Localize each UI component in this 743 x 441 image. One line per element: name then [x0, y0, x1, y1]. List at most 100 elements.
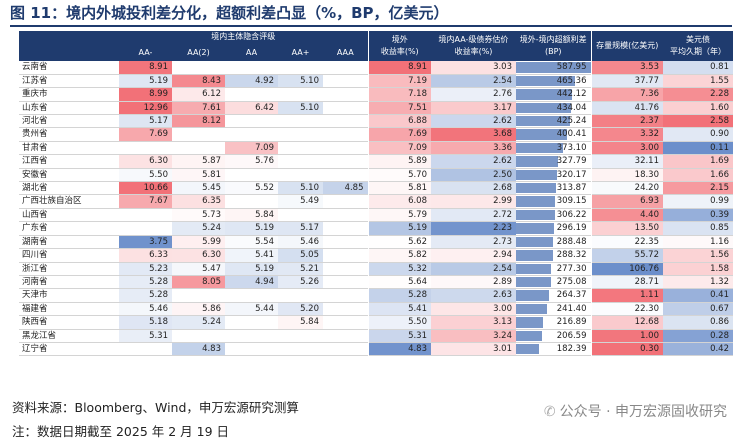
rating-yield-cell: [172, 141, 225, 155]
table-row: 贵州省 7.69 7.69 3.68 400.41 3.32 0.90: [19, 127, 733, 142]
offshore-yield-cell: 5.19: [367, 221, 431, 236]
duration-cell: 0.28: [663, 329, 733, 343]
figure-title: 图 11：境内外城投利差分化，超额利差凸显（%，BP，亿美元）: [10, 4, 449, 22]
outstanding-cell: 3.32: [590, 127, 663, 142]
onshore-yield-cell: 3.24: [431, 329, 516, 343]
duration-cell: 0.86: [663, 315, 733, 330]
rating-yield-cell: [119, 221, 172, 236]
spread-bar: [516, 330, 543, 341]
onshore-yield-cell: 3.01: [431, 342, 516, 356]
rating-yield-cell: 5.84: [278, 315, 323, 330]
rating-yield-cell: 5.87: [172, 154, 225, 169]
onshore-yield-cell: 3.13: [431, 315, 516, 330]
spread-value: 216.89: [556, 317, 587, 328]
rating-yield-cell: [323, 87, 368, 102]
outstanding-cell: 2.37: [590, 114, 663, 128]
rating-yield-cell: 5.84: [225, 208, 278, 222]
rating-yield-cell: [323, 315, 368, 330]
rating-yield-cell: [172, 61, 225, 75]
spread-bar: [516, 223, 554, 234]
offshore-yield-cell: 8.91: [367, 61, 431, 75]
offshore-yield-cell: 5.50: [367, 315, 431, 330]
rating-yield-cell: [323, 342, 368, 356]
province-name: 河南省: [22, 276, 48, 287]
rating-yield-cell: 5.28: [119, 275, 172, 289]
spread-value: 275.08: [556, 276, 587, 287]
rating-yield-cell: 5.52: [225, 181, 278, 195]
province-name: 江苏省: [22, 75, 48, 86]
rating-yield-cell: [323, 61, 368, 75]
province-name: 山西省: [22, 209, 48, 220]
onshore-yield-cell: 2.54: [431, 74, 516, 88]
source-note: 资料来源：Bloomberg、Wind，申万宏源研究测算: [12, 400, 299, 415]
table-row: 江苏省 5.19 8.43 4.92 5.10 7.19 2.54 465.36 37.77 1.…: [19, 74, 733, 88]
rating-yield-cell: 5.50: [119, 168, 172, 182]
spread-bar: [516, 75, 575, 87]
excess-spread-cell: 400.41: [516, 128, 591, 141]
table-row: 安徽省 5.50 5.81 5.70 2.50 320.17 18.30 1.66: [19, 168, 733, 182]
rating-yield-cell: 5.24: [172, 221, 225, 236]
rating-yield-cell: 5.47: [172, 262, 225, 276]
rating-yield-cell: [278, 114, 323, 128]
rating-yield-cell: 8.43: [172, 74, 225, 88]
offshore-yield-cell: 5.81: [367, 181, 431, 195]
rating-yield-cell: [278, 168, 323, 182]
offshore-yield-cell: 5.70: [367, 168, 431, 182]
province-name: 山东省: [22, 102, 48, 113]
rating-yield-cell: [278, 141, 323, 155]
rating-yield-cell: [278, 61, 323, 75]
rating-yield-cell: 10.66: [119, 181, 172, 195]
rating-yield-cell: [323, 74, 368, 88]
onshore-yield-cell: 2.62: [431, 154, 516, 169]
spread-bar: [516, 343, 540, 355]
rating-yield-cell: 5.21: [278, 262, 323, 276]
rating-yield-cell: 6.33: [119, 248, 172, 262]
onshore-yield-cell: 2.73: [431, 235, 516, 249]
rating-yield-cell: 5.46: [278, 235, 323, 249]
rating-yield-cell: 7.09: [225, 141, 278, 155]
rating-yield-cell: [323, 194, 368, 209]
rating-yield-cell: [323, 235, 368, 249]
rating-yield-cell: 3.75: [119, 235, 172, 249]
spread-value: 288.32: [556, 250, 587, 261]
excess-spread-cell: 587.95: [516, 61, 591, 74]
outstanding-cell: 12.68: [590, 315, 663, 330]
offshore-yield-cell: 5.64: [367, 275, 431, 289]
province-name: 陕西省: [22, 317, 48, 328]
rating-yield-cell: 5.86: [172, 302, 225, 316]
header-blank: [19, 31, 119, 62]
rating-yield-cell: 5.10: [278, 101, 323, 115]
rating-yield-cell: [323, 302, 368, 316]
province-name: 湖北省: [22, 183, 48, 194]
rating-yield-cell: 8.12: [172, 114, 225, 128]
table-row: 天津市 5.28 5.28 2.63 264.37 1.11 0.41: [19, 288, 733, 303]
rating-yield-cell: 5.17: [278, 221, 323, 236]
rating-yield-cell: [225, 168, 278, 182]
rating-yield-cell: [225, 114, 278, 128]
rating-yield-cell: [323, 275, 368, 289]
table-row: 四川省 6.33 6.30 5.41 5.05 5.82 2.94 288.32 55.72 1.…: [19, 248, 733, 262]
header-rating-0: AA-: [119, 43, 172, 62]
onshore-yield-cell: 3.36: [431, 141, 516, 155]
offshore-yield-cell: 7.09: [367, 141, 431, 155]
rating-yield-cell: 5.26: [278, 275, 323, 289]
duration-cell: 0.67: [663, 302, 733, 316]
duration-cell: 0.85: [663, 221, 733, 236]
spread-bar: [516, 303, 547, 315]
spread-bar: [516, 196, 556, 207]
offshore-yield-cell: 5.62: [367, 235, 431, 249]
province-name: 浙江省: [22, 263, 48, 274]
rating-yield-cell: 5.41: [225, 248, 278, 262]
watermark-text: 公众号 · 申万宏源固收研究: [559, 404, 727, 420]
outstanding-cell: 1.00: [590, 329, 663, 343]
spread-value: 327.79: [556, 156, 587, 167]
rating-yield-cell: [278, 208, 323, 222]
outstanding-cell: 6.93: [590, 194, 663, 209]
duration-cell: 1.56: [663, 248, 733, 262]
duration-cell: 0.11: [663, 141, 733, 155]
excess-spread-cell: 277.30: [516, 262, 591, 275]
province-name: 云南省: [22, 62, 48, 73]
rating-yield-cell: [225, 61, 278, 75]
rating-yield-cell: 5.44: [225, 302, 278, 316]
duration-cell: 1.58: [663, 262, 733, 276]
